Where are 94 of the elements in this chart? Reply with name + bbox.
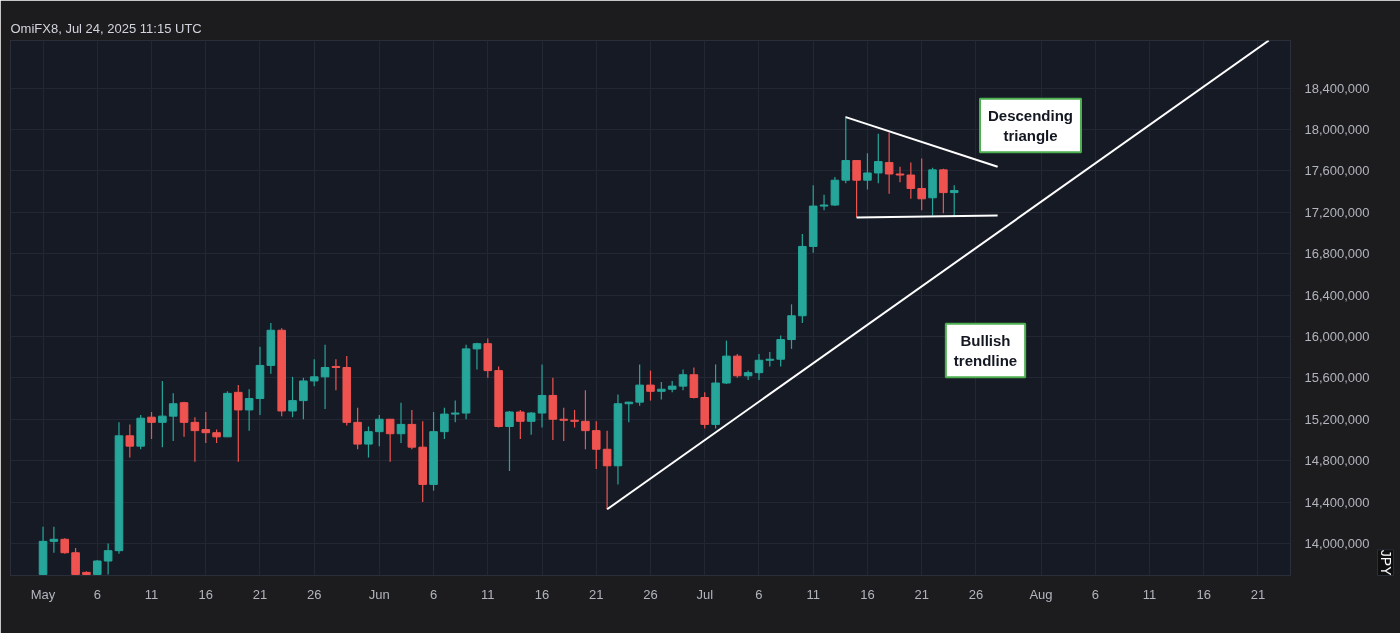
- candlestick: [537, 363, 547, 429]
- candlestick: [754, 353, 764, 381]
- candlestick: [516, 409, 525, 440]
- x-tick-label: May: [30, 586, 56, 602]
- x-tick-label: 11: [1142, 586, 1157, 602]
- x-tick-label: Aug: [1029, 586, 1053, 602]
- candlestick: [158, 380, 167, 448]
- y-tick-label: 18,400,000: [1304, 80, 1370, 96]
- candlestick: [787, 303, 796, 350]
- annotation: Bullish trendline: [953, 331, 1018, 370]
- x-tick-label: 11: [481, 586, 495, 602]
- x-tick-label: 11: [144, 586, 159, 602]
- candlestick: [874, 133, 883, 184]
- candlestick: [732, 353, 742, 379]
- candlestick: [591, 420, 601, 470]
- x-tick-label: 21: [914, 586, 929, 602]
- candlestick: [168, 392, 178, 442]
- y-tick-label: 18,000,000: [1304, 121, 1370, 137]
- x-tick-label: 26: [643, 586, 658, 602]
- annotation: Descending triangle: [987, 106, 1074, 145]
- y-tick-label: 14,400,000: [1304, 494, 1370, 510]
- candlestick: [884, 132, 894, 195]
- x-tick-label: 6: [755, 586, 763, 602]
- candlestick: [385, 418, 395, 463]
- candlestick: [949, 184, 959, 218]
- x-tick-label: 16: [860, 586, 875, 602]
- y-tick-label: 14,800,000: [1304, 453, 1370, 469]
- candlestick: [288, 376, 297, 418]
- candlestick: [841, 115, 851, 184]
- candlestick: [646, 370, 655, 402]
- candlestick: [125, 423, 135, 459]
- candlestick: [678, 368, 688, 391]
- y-tick-label: 16,800,000: [1304, 246, 1370, 262]
- x-tick-label: Jun: [368, 586, 390, 602]
- candlestick: [581, 389, 590, 450]
- candlestick: [71, 547, 80, 576]
- candlestick: [190, 416, 200, 463]
- candlestick: [526, 411, 536, 436]
- candlestick: [375, 414, 384, 447]
- x-tick-label: 16: [198, 586, 213, 602]
- candlestick: [917, 157, 926, 211]
- x-tick-label: 26: [307, 586, 322, 602]
- text: OmiFX8, Jul 24, 2025 11:15 UTC: [10, 20, 202, 36]
- candlestick: [819, 194, 829, 211]
- candlestick: [364, 425, 373, 459]
- candlestick: [776, 334, 785, 368]
- candlestick: [505, 410, 514, 472]
- candlestick: [201, 411, 211, 444]
- y-tick-label: 17,200,000: [1304, 204, 1370, 220]
- candlestick: [895, 166, 905, 183]
- x-tick-label: 16: [534, 586, 550, 602]
- x-tick-label: 6: [429, 586, 438, 602]
- candlestick: [299, 377, 308, 420]
- candlestick: [852, 159, 861, 219]
- y-tick-label: 14,000,000: [1304, 535, 1370, 551]
- candlestick: [179, 401, 189, 438]
- candlestick: [440, 407, 449, 440]
- candlestick: [863, 152, 872, 191]
- candlestick: [320, 344, 330, 410]
- y-tick-label: 16,400,000: [1304, 287, 1370, 303]
- y-tick-label: 15,200,000: [1304, 411, 1370, 427]
- x-tick-label: 6: [93, 586, 101, 602]
- candlestick: [407, 409, 417, 450]
- candlestick: [472, 342, 482, 371]
- x-tick-label: 26: [968, 586, 984, 602]
- y-tick-label: 17,600,000: [1304, 163, 1370, 179]
- candlestick: [353, 407, 362, 450]
- candlestick: [49, 526, 59, 554]
- candlestick: [309, 358, 319, 387]
- candlestick: [331, 358, 341, 391]
- x-tick-label: 16: [1196, 586, 1211, 602]
- candlestick: [450, 400, 460, 423]
- candlestick: [689, 366, 699, 400]
- x-tick-label: 11: [806, 586, 820, 602]
- y-tick-label: 15,600,000: [1304, 370, 1370, 386]
- candlestick: [635, 363, 644, 407]
- candlestick: [103, 542, 113, 576]
- candlestick: [548, 377, 558, 441]
- candlestick: [234, 384, 243, 463]
- x-tick-label: 21: [589, 586, 604, 602]
- x-tick-label: 21: [252, 586, 268, 602]
- candlestick: [939, 168, 948, 214]
- y-tick-label: 16,000,000: [1304, 328, 1370, 344]
- candlestick: [559, 407, 569, 442]
- candlestick: [396, 402, 406, 444]
- x-tick-label: 6: [1091, 586, 1099, 602]
- candlestick: [602, 430, 612, 510]
- y-axis-title: JPY: [1377, 549, 1394, 577]
- candlestick: [906, 162, 916, 200]
- candlestick: [147, 411, 156, 440]
- candlestick: [743, 370, 753, 381]
- x-tick-label: 21: [1250, 586, 1266, 602]
- candlestick: [244, 388, 254, 432]
- x-tick-label: Jul: [696, 586, 714, 602]
